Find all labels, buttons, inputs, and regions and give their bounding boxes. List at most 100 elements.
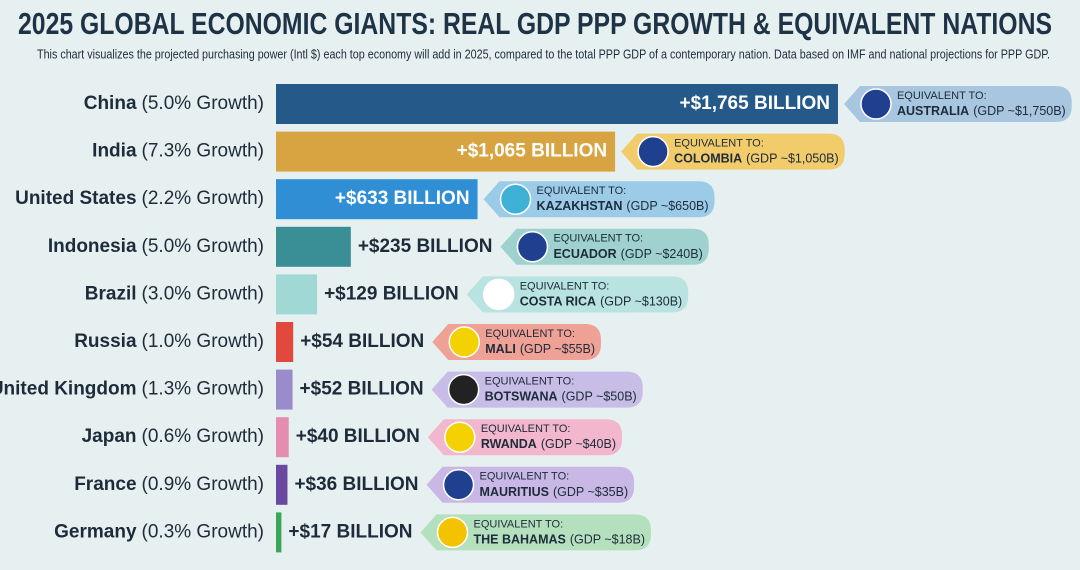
bar xyxy=(276,322,294,362)
equivalent-country: COSTA RICA xyxy=(520,295,596,309)
value-label: +$17 BILLION xyxy=(288,521,412,542)
country-name: United States xyxy=(15,188,136,209)
equivalent-callout: EQUIVALENT TO: MAURITIUS (GDP ~$35B) xyxy=(426,466,635,503)
equivalent-country: ECUADOR xyxy=(553,247,616,261)
callout-shape xyxy=(500,228,709,265)
equivalent-country: MALI xyxy=(485,342,516,356)
callout-shape xyxy=(420,514,652,551)
country-name: Indonesia xyxy=(48,236,137,257)
equivalent-prefix: EQUIVALENT TO: xyxy=(520,280,610,292)
equivalent-gdp: (GDP ~$35B) xyxy=(553,485,628,499)
category-label: United States (2.2% Growth) xyxy=(15,188,264,209)
equivalent-callout: EQUIVALENT TO: MALI (GDP ~$55B) xyxy=(432,324,601,360)
equivalent-gdp: (GDP ~$130B) xyxy=(600,295,682,309)
growth-label: (0.3% Growth) xyxy=(142,521,264,542)
equivalent-nation: KAZAKHSTAN (GDP ~$650B) xyxy=(537,199,709,213)
equivalent-gdp: (GDP ~$18B) xyxy=(570,533,645,547)
growth-label: (0.9% Growth) xyxy=(142,474,264,495)
growth-label: (5.0% Growth) xyxy=(142,93,264,114)
growth-label: (7.3% Growth) xyxy=(142,141,264,162)
category-label: Japan (0.6% Growth) xyxy=(82,426,264,447)
country-name: United Kingdom xyxy=(0,379,137,400)
bar xyxy=(276,226,351,267)
equivalent-callout: EQUIVALENT TO: ECUADOR (GDP ~$240B) xyxy=(500,228,709,265)
flag xyxy=(516,231,549,263)
flag xyxy=(444,421,476,453)
equivalent-gdp: (GDP ~$650B) xyxy=(626,199,708,213)
equivalent-nation: ECUADOR (GDP ~$240B) xyxy=(553,247,702,261)
category-label: India (7.3% Growth) xyxy=(92,141,264,162)
flag xyxy=(637,135,669,168)
category-label: Indonesia (5.0% Growth) xyxy=(48,236,264,257)
flag xyxy=(447,373,480,406)
category-label: United Kingdom (1.3% Growth) xyxy=(0,379,264,400)
equivalent-gdp: (GDP ~$1,050B) xyxy=(746,152,839,166)
callout-shape xyxy=(426,466,635,503)
equivalent-nation: MAURITIUS (GDP ~$35B) xyxy=(480,485,629,499)
equivalent-country: RWANDA xyxy=(481,437,537,451)
country-name: Russia xyxy=(74,331,137,352)
value-label: +$40 BILLION xyxy=(296,426,420,447)
growth-label: (3.0% Growth) xyxy=(142,283,264,304)
equivalent-gdp: (GDP ~$50B) xyxy=(562,390,637,404)
country-name: China xyxy=(84,93,137,114)
bar xyxy=(276,369,293,410)
equivalent-nation: COLOMBIA (GDP ~$1,050B) xyxy=(674,152,839,166)
equivalent-country: KAZAKHSTAN xyxy=(537,199,623,213)
equivalent-prefix: EQUIVALENT TO: xyxy=(897,90,987,102)
equivalent-country: THE BAHAMAS xyxy=(473,533,565,547)
value-label: +$235 BILLION xyxy=(358,236,493,257)
bar xyxy=(276,131,616,172)
equivalent-nation: RWANDA (GDP ~$40B) xyxy=(481,437,616,451)
flag xyxy=(499,183,532,215)
value-label: +$1,765 BILLION xyxy=(679,93,829,114)
country-name: Brazil xyxy=(85,283,137,304)
equivalent-callout: EQUIVALENT TO: AUSTRALIA (GDP ~$1,750B) xyxy=(843,86,1072,122)
equivalent-country: AUSTRALIA xyxy=(897,104,969,118)
bar xyxy=(276,179,478,220)
equivalent-gdp: (GDP ~$40B) xyxy=(541,437,616,451)
growth-label: (1.3% Growth) xyxy=(142,379,264,400)
equivalent-gdp: (GDP ~$55B) xyxy=(520,342,595,356)
value-label: +$129 BILLION xyxy=(324,283,459,304)
equivalent-prefix: EQUIVALENT TO: xyxy=(480,471,570,483)
flag xyxy=(482,278,515,311)
category-label: China (5.0% Growth) xyxy=(84,93,264,114)
flag xyxy=(448,326,481,358)
equivalent-nation: MALI (GDP ~$55B) xyxy=(485,342,595,356)
chart-title: 2025 GLOBAL ECONOMIC GIANTS: REAL GDP PP… xyxy=(18,6,1052,41)
equivalent-nation: AUSTRALIA (GDP ~$1,750B) xyxy=(897,104,1066,118)
flag xyxy=(442,469,475,501)
equivalent-country: COLOMBIA xyxy=(674,152,742,166)
bar xyxy=(276,464,288,505)
callout-shape xyxy=(431,371,643,408)
flag xyxy=(436,516,469,549)
equivalent-nation: BOTSWANA (GDP ~$50B) xyxy=(485,390,637,404)
country-name: Germany xyxy=(54,521,137,542)
growth-label: (5.0% Growth) xyxy=(142,236,264,257)
bar xyxy=(276,274,318,315)
bar xyxy=(276,417,289,458)
equivalent-gdp: (GDP ~$240B) xyxy=(621,247,703,261)
equivalent-callout: EQUIVALENT TO: KAZAKHSTAN (GDP ~$650B) xyxy=(483,181,715,218)
equivalent-prefix: EQUIVALENT TO: xyxy=(553,233,643,245)
value-label: +$1,065 BILLION xyxy=(457,141,607,162)
callout-shape xyxy=(427,419,623,456)
callout-shape xyxy=(483,181,715,218)
callout-shape xyxy=(621,133,845,170)
category-label: Germany (0.3% Growth) xyxy=(54,521,264,542)
equivalent-country: MAURITIUS xyxy=(480,485,549,499)
callout-shape xyxy=(843,86,1072,122)
growth-label: (1.0% Growth) xyxy=(142,331,264,352)
bar xyxy=(276,84,838,124)
equivalent-callout: EQUIVALENT TO: RWANDA (GDP ~$40B) xyxy=(427,419,623,456)
equivalent-prefix: EQUIVALENT TO: xyxy=(674,138,764,150)
category-label: Russia (1.0% Growth) xyxy=(74,331,264,352)
equivalent-country: BOTSWANA xyxy=(485,390,558,404)
equivalent-nation: THE BAHAMAS (GDP ~$18B) xyxy=(473,533,645,547)
equivalent-prefix: EQUIVALENT TO: xyxy=(537,185,627,197)
country-name: India xyxy=(92,141,137,162)
equivalent-callout: EQUIVALENT TO: COSTA RICA (GDP ~$130B) xyxy=(466,276,689,313)
value-label: +$633 BILLION xyxy=(335,188,470,209)
